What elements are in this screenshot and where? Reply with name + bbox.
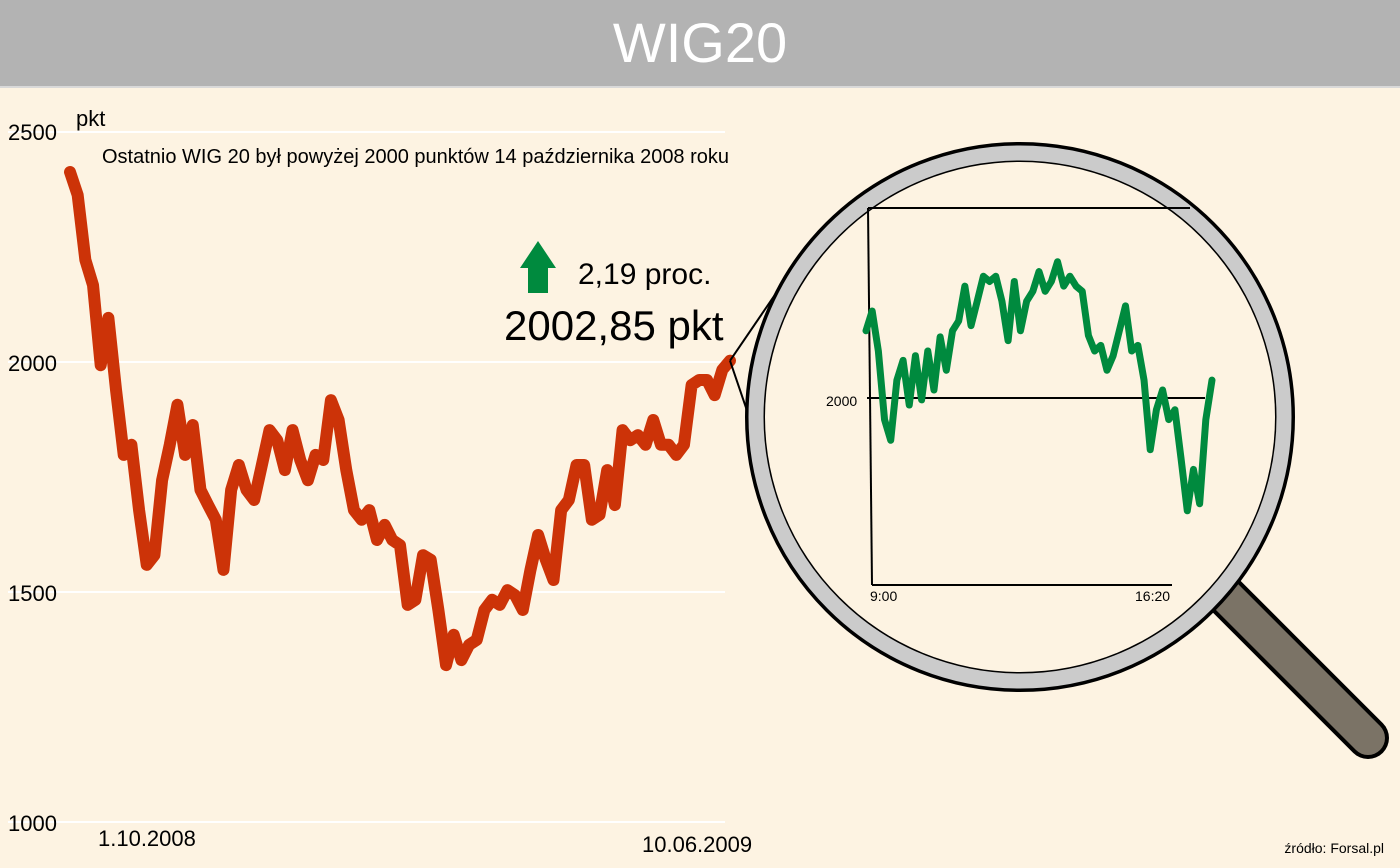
last-value: 2002,85 pkt (504, 302, 724, 349)
y-tick-2500: 2500 (8, 120, 57, 145)
inset-y-axis (867, 207, 873, 586)
magnifier-handle (1205, 575, 1385, 755)
magnifier-ring (748, 145, 1292, 689)
inset-x-end-label: 16:20 (1135, 588, 1171, 604)
inset-y-tick-2000: 2000 (826, 393, 858, 409)
y-tick-2000: 2000 (8, 351, 57, 376)
y-tick-1500: 1500 (8, 581, 57, 606)
arrow-up-icon (520, 241, 556, 293)
inset-x-start-label: 9:00 (870, 588, 898, 604)
source-label: źródło: Forsal.pl (1284, 840, 1384, 856)
magnifier-lens (765, 162, 1275, 672)
chart-title: WIG20 (612, 11, 788, 74)
y-tick-1000: 1000 (8, 811, 57, 836)
y-axis-label: pkt (76, 106, 106, 131)
chart-note: Ostatnio WIG 20 był powyżej 2000 punktów… (102, 146, 730, 168)
x-end-label: 10.06.2009 (642, 832, 753, 857)
header-bar: WIG20 (0, 0, 1400, 88)
change-percent: 2,19 proc. (578, 258, 712, 291)
x-start-label: 1.10.2008 (98, 826, 196, 851)
